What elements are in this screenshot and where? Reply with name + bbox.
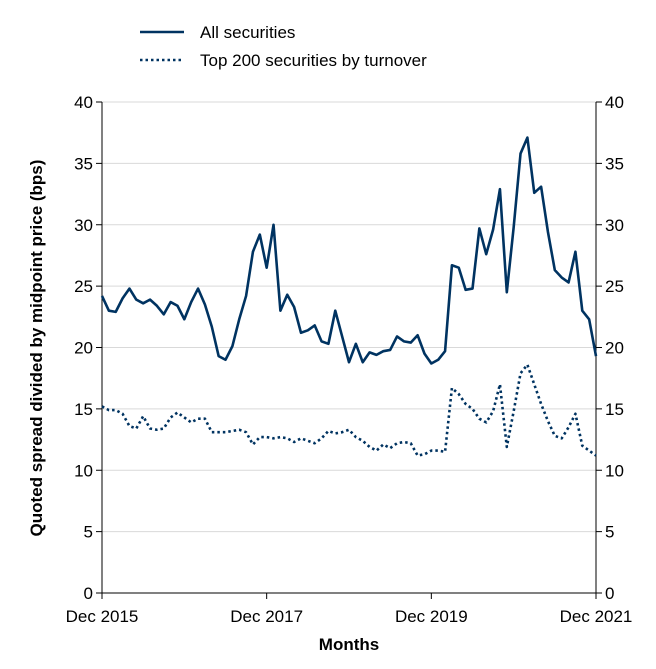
x-tick-label: Dec 2019 [395, 607, 468, 626]
y-axis-label: Quoted spread divided by midpoint price … [27, 159, 46, 537]
x-tick-label: Dec 2017 [230, 607, 303, 626]
y-tick-label: 15 [74, 400, 93, 419]
y2-tick-label: 30 [605, 216, 624, 235]
y-tick-label: 30 [74, 216, 93, 235]
x-tick-label: Dec 2015 [66, 607, 139, 626]
series-line [101, 363, 597, 457]
y-tick-label: 10 [74, 461, 93, 480]
series-line [100, 136, 598, 365]
y2-tick-label: 35 [605, 154, 624, 173]
y2-tick-label: 25 [605, 277, 624, 296]
y2-tick-label: 10 [605, 461, 624, 480]
y-tick-label: 20 [74, 339, 93, 358]
y-tick-label: 5 [84, 523, 93, 542]
x-tick-label: Dec 2021 [560, 607, 633, 626]
x-axis-label: Months [319, 635, 379, 654]
legend-label: All securities [200, 23, 295, 42]
legend-label: Top 200 securities by turnover [200, 51, 427, 70]
y2-tick-label: 0 [605, 584, 614, 603]
y2-tick-label: 15 [605, 400, 624, 419]
y2-tick-label: 20 [605, 339, 624, 358]
y-tick-label: 0 [84, 584, 93, 603]
y-tick-label: 40 [74, 93, 93, 112]
y2-tick-label: 5 [605, 523, 614, 542]
y2-tick-label: 40 [605, 93, 624, 112]
y-tick-label: 35 [74, 154, 93, 173]
y-tick-label: 25 [74, 277, 93, 296]
